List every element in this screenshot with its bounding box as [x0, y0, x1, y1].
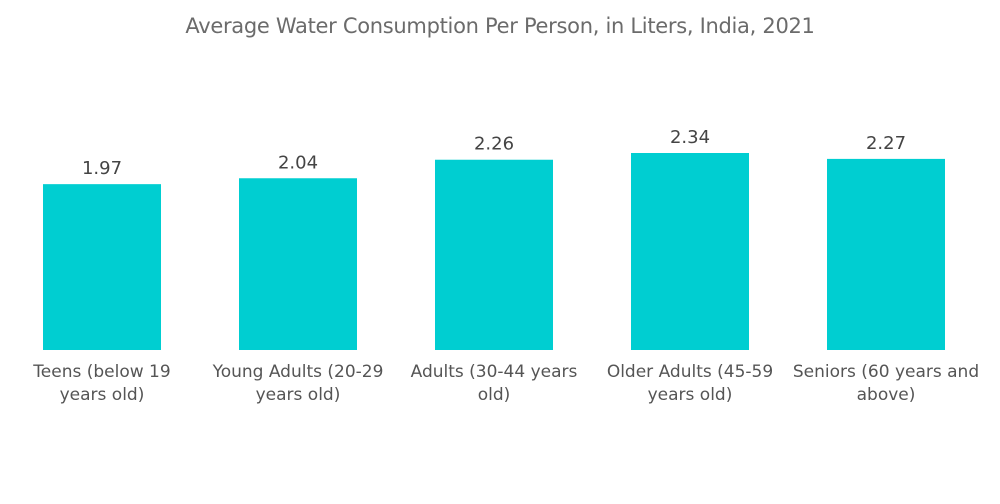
bar-3: [435, 159, 553, 350]
data-label-2: 2.04: [278, 152, 318, 173]
data-label-4: 2.34: [670, 127, 710, 148]
chart-title: Average Water Consumption Per Person, in…: [185, 14, 815, 38]
bar-2: [239, 178, 357, 350]
x-tick-label-5: Seniors (60 years and above): [793, 362, 979, 405]
x-tick-label-3: Adults (30-44 years old): [411, 362, 578, 405]
bar-4: [631, 153, 749, 350]
data-label-1: 1.97: [82, 158, 122, 179]
x-tick-label-1: Teens (below 19 years old): [32, 362, 170, 405]
x-tick-label-4: Older Adults (45-59 years old): [607, 362, 773, 405]
bar-5: [827, 158, 945, 350]
bar-1: [43, 184, 161, 350]
x-tick-label-2: Young Adults (20-29 years old): [212, 362, 384, 405]
data-label-5: 2.27: [866, 133, 906, 154]
data-label-3: 2.26: [474, 134, 514, 155]
